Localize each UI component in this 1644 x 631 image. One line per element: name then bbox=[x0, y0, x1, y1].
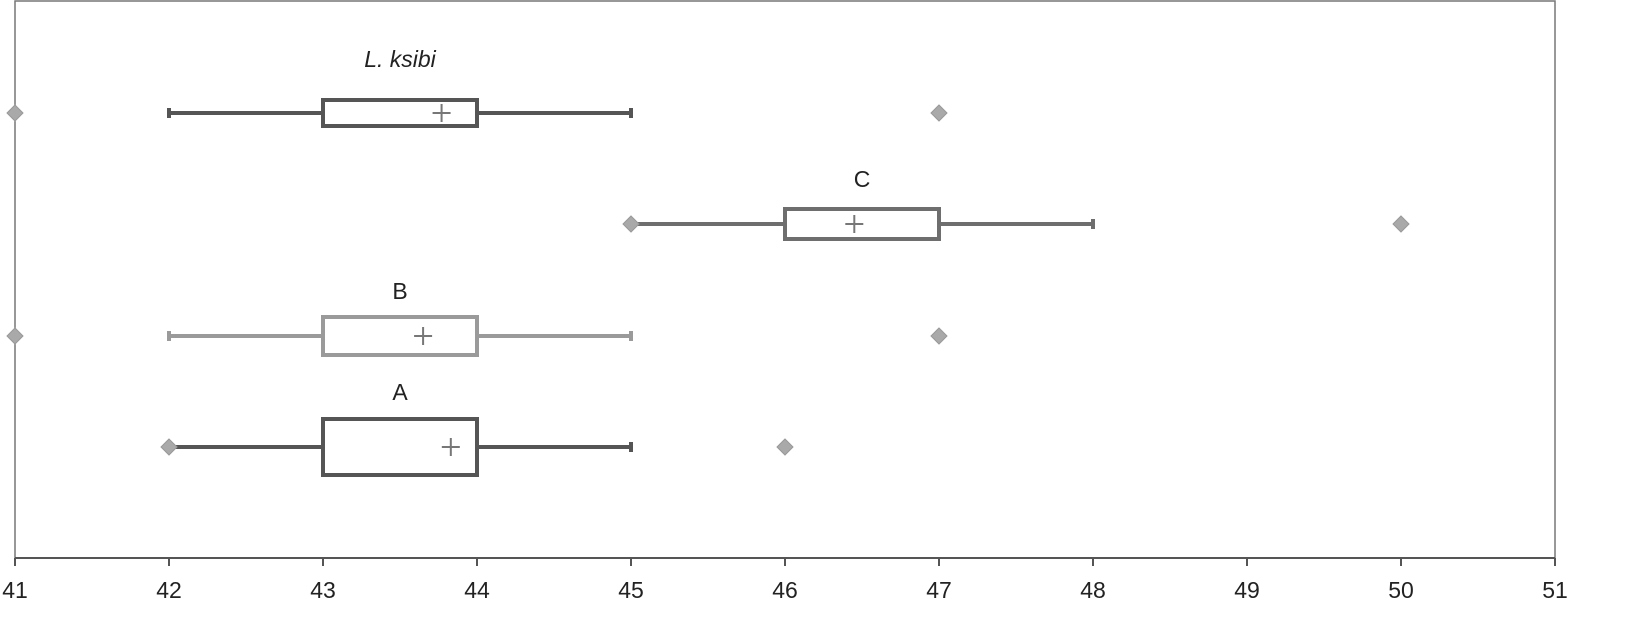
outlier bbox=[622, 215, 640, 233]
x-tick-label: 41 bbox=[2, 577, 28, 603]
x-tick-label: 51 bbox=[1542, 577, 1568, 603]
x-tick-label: 48 bbox=[1080, 577, 1106, 603]
mean-marker bbox=[441, 438, 460, 456]
mean-marker bbox=[414, 327, 433, 345]
x-tick-label: 50 bbox=[1388, 577, 1414, 603]
x-tick-label: 47 bbox=[926, 577, 952, 603]
outlier bbox=[930, 327, 948, 345]
box bbox=[321, 315, 479, 357]
x-tick-label: 46 bbox=[772, 577, 798, 603]
x-tick-label: 43 bbox=[310, 577, 336, 603]
outlier bbox=[6, 104, 24, 122]
outlier bbox=[776, 438, 794, 456]
mean-marker bbox=[432, 104, 451, 122]
outlier bbox=[930, 104, 948, 122]
x-tick-label: 49 bbox=[1234, 577, 1260, 603]
outlier bbox=[160, 438, 178, 456]
mean-marker bbox=[845, 215, 864, 233]
box bbox=[321, 98, 479, 128]
group-label: L. ksibi bbox=[364, 46, 436, 72]
x-tick-label: 45 bbox=[618, 577, 644, 603]
group-label: A bbox=[392, 379, 408, 405]
outlier bbox=[6, 327, 24, 345]
plot-frame bbox=[14, 0, 1556, 559]
outlier bbox=[1392, 215, 1410, 233]
group-label: C bbox=[854, 166, 871, 192]
x-tick-label: 44 bbox=[464, 577, 490, 603]
x-tick-label: 42 bbox=[156, 577, 182, 603]
group-label: B bbox=[392, 278, 407, 304]
